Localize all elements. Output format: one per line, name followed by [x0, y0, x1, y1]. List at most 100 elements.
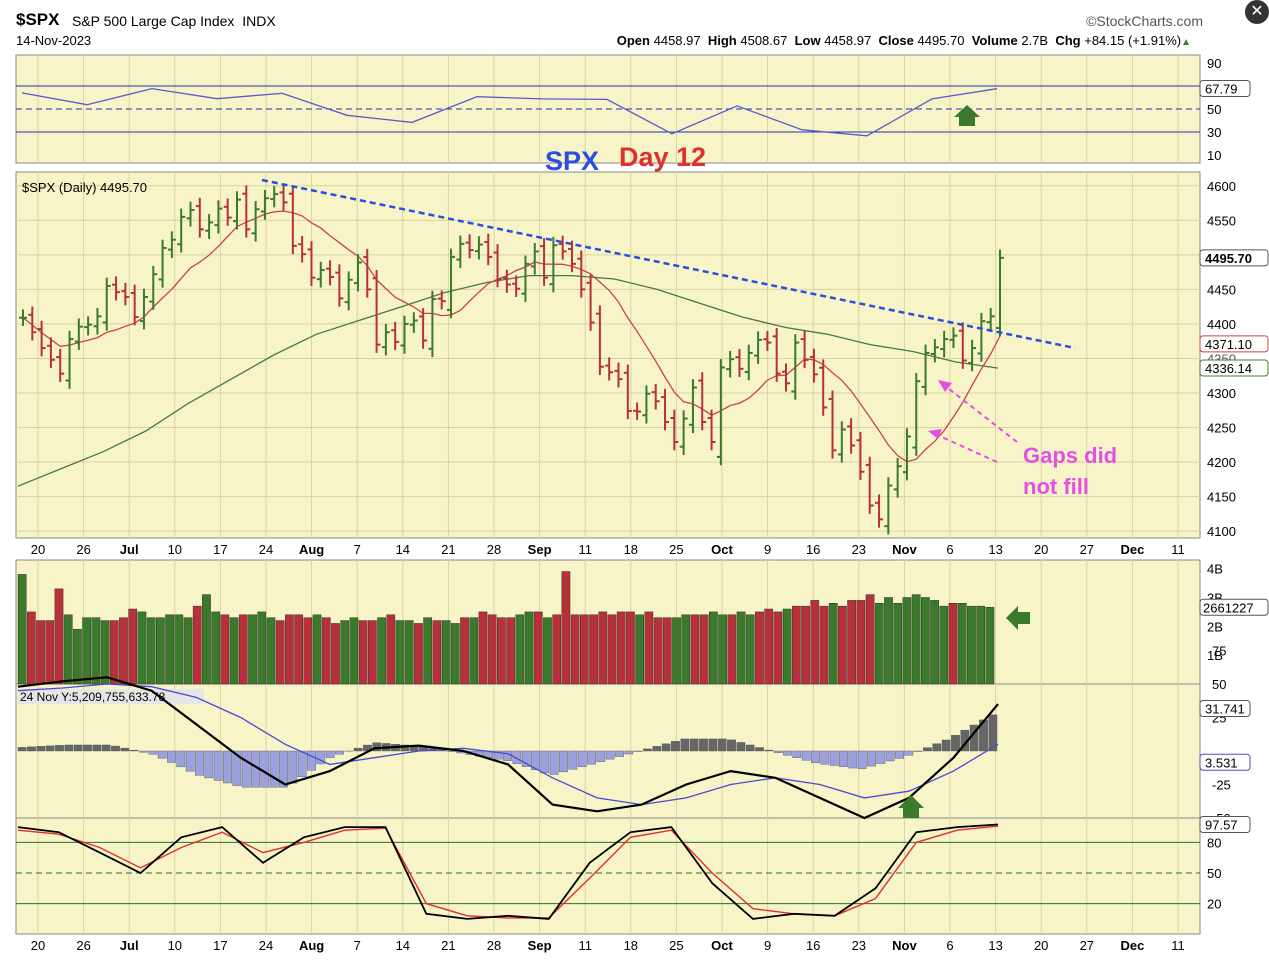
xtick-label-bottom: 11: [1171, 938, 1185, 953]
volume-bar: [469, 617, 479, 685]
stoch-ytick: 20: [1207, 897, 1221, 912]
volume-value-box: [1199, 598, 1269, 616]
close-icon[interactable]: ✕: [1245, 0, 1269, 24]
ohlc-bar: [856, 431, 865, 480]
volume-bar: [285, 614, 294, 685]
macd-histogram-bar: [764, 749, 774, 752]
macd-histogram-bar: [829, 750, 839, 766]
volume-bar: [764, 608, 774, 685]
rsi-ytick: 90: [1207, 56, 1221, 71]
macd-histogram-bar: [101, 744, 111, 752]
macd-histogram-bar: [176, 750, 186, 768]
volume-bar: [82, 617, 91, 685]
volume-bar: [367, 620, 377, 685]
macd-histogram-bar: [73, 744, 83, 752]
volume-bar: [976, 605, 986, 685]
volume-value-label: 2661227: [1203, 600, 1254, 615]
volume-bar: [930, 600, 939, 685]
xtick-label: 21: [441, 542, 455, 557]
ohlc-bar: [353, 254, 362, 292]
brand-logo[interactable]: ©StockCharts.com: [1086, 13, 1203, 29]
ohlc-bar: [205, 214, 214, 239]
xtick-label-bottom: 25: [669, 938, 683, 953]
macd-histogram-bar: [325, 750, 335, 758]
volume-bar: [543, 617, 552, 685]
macd-histogram-bar: [932, 743, 942, 752]
macd-histogram-bar: [335, 750, 344, 755]
rsi-ytick: 30: [1207, 125, 1221, 140]
ohlc-bar: [93, 308, 102, 335]
volume-bar: [156, 617, 165, 685]
volume-bar: [607, 614, 617, 685]
macd-histogram-bar: [773, 750, 783, 753]
volume-bar: [598, 611, 608, 685]
macd-histogram-bar: [27, 746, 36, 752]
ohlc-bar: [577, 250, 586, 298]
sma50-value-box: [1199, 335, 1269, 353]
ohlc-bar: [986, 308, 995, 331]
macd-histogram-bar: [904, 750, 914, 756]
trendline: [261, 178, 1076, 350]
ohlc-bar: [930, 339, 939, 363]
volume-bar: [349, 617, 359, 685]
ohlc-bar: [335, 264, 344, 307]
volume-bar: [377, 617, 386, 685]
volume-bar: [128, 608, 138, 685]
annotation-gaps-line2: not fill: [1023, 474, 1089, 499]
macd-histogram-bar: [64, 744, 74, 752]
macd-label-bg: [18, 689, 204, 704]
ohlc-bar: [28, 306, 37, 341]
ohlc-bar: [102, 277, 111, 331]
price-ytick: 4150: [1207, 490, 1236, 505]
volume-bar: [275, 620, 285, 685]
xtick-label-bottom: 23: [852, 938, 866, 953]
volume-bar: [432, 620, 442, 685]
macd-histogram-bar: [689, 738, 699, 752]
volume-bar: [460, 617, 469, 685]
xtick-label: 6: [946, 542, 953, 557]
xtick-label-bottom: Nov: [892, 938, 917, 953]
volume-bar: [791, 605, 801, 685]
xtick-label-bottom: 24: [259, 938, 273, 953]
macd-histogram-bar: [615, 750, 624, 757]
macd-up-arrow-icon: [898, 795, 924, 818]
xtick-label: 13: [988, 542, 1002, 557]
macd-histogram-bar: [139, 750, 148, 753]
ohlc-bar: [409, 312, 418, 333]
chg-up-icon: ▲: [1181, 37, 1191, 48]
volume-bar: [948, 603, 958, 685]
volume-bar: [736, 611, 746, 685]
xtick-label: 24: [259, 542, 273, 557]
xtick-label-bottom: 20: [31, 938, 45, 953]
volume-bar: [967, 605, 976, 685]
annotation-spx: SPX: [545, 146, 599, 176]
volume-bar: [745, 614, 755, 685]
ohlc-bar: [484, 233, 493, 266]
ohlc-bar: [288, 185, 297, 255]
ohlc-bar: [37, 320, 46, 357]
xtick-label-bottom: Jul: [120, 938, 139, 953]
ohlc-bar: [651, 383, 660, 410]
macd-histogram-bar: [727, 739, 736, 752]
ohlc-bar: [419, 308, 428, 349]
ohlc-bar: [884, 477, 893, 535]
ohlc-bar: [447, 248, 456, 319]
ohlc-bar: [437, 290, 446, 310]
macd-histogram-bar: [736, 742, 746, 752]
volume-bar: [662, 617, 672, 685]
ohlc-bar: [242, 185, 251, 238]
xtick-label: 23: [852, 542, 866, 557]
macd-histogram-bar: [241, 750, 251, 788]
volume-ytick: 1B: [1207, 648, 1223, 663]
ohlc-bar: [149, 265, 158, 310]
xtick-label-bottom: 16: [806, 938, 820, 953]
macd-histogram-bar: [680, 738, 690, 752]
ohlc-bar: [214, 200, 223, 234]
xtick-label-bottom: Oct: [711, 938, 733, 953]
xtick-label: 17: [213, 542, 227, 557]
macd-histogram-bar: [316, 750, 326, 765]
volume-bar: [828, 603, 838, 685]
volume-bar: [211, 611, 221, 685]
ohlc-bar: [809, 348, 818, 383]
